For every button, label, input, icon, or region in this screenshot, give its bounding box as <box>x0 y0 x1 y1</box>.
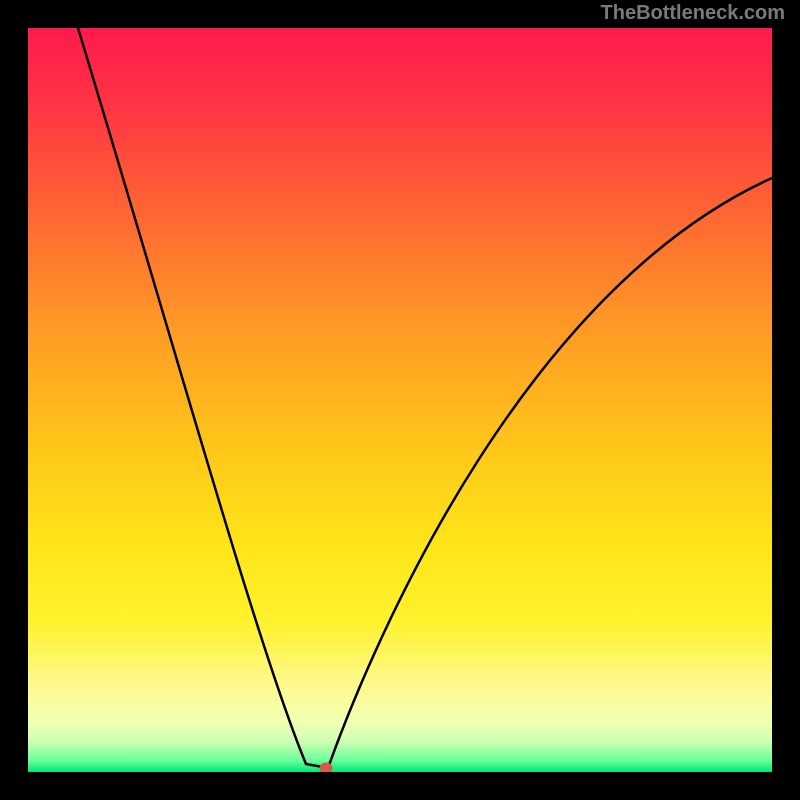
watermark: TheBottleneck.com <box>601 2 785 25</box>
curve-path <box>78 28 772 768</box>
optimum-marker <box>320 763 333 773</box>
bottleneck-curve <box>28 28 772 772</box>
chart-plot-area <box>28 28 772 772</box>
